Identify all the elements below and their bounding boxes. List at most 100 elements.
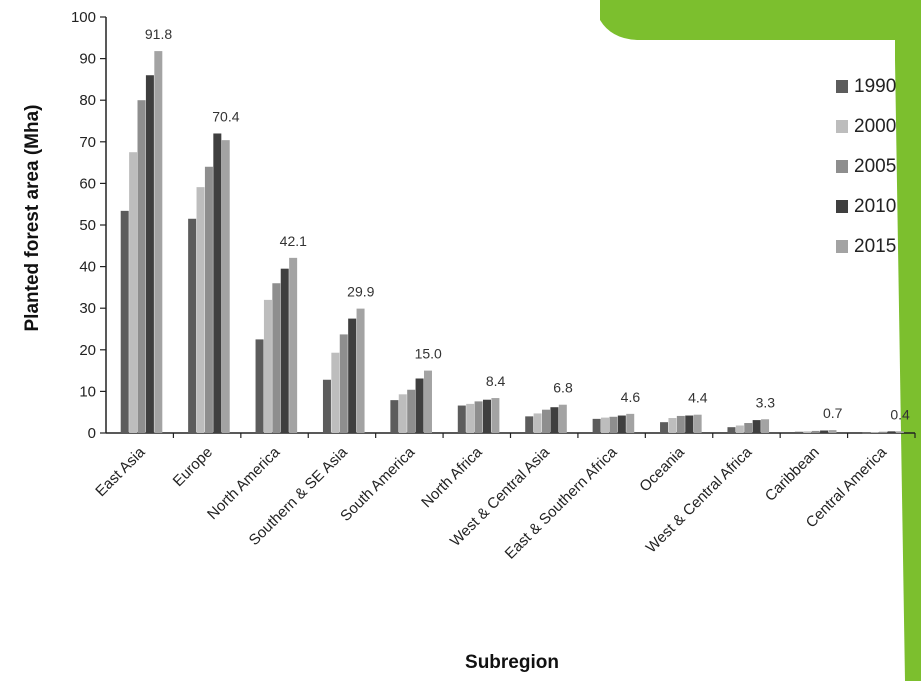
bar xyxy=(752,420,761,433)
bar xyxy=(870,432,879,433)
y-tick-label: 40 xyxy=(79,259,96,276)
bar xyxy=(188,218,197,433)
bar xyxy=(348,318,357,433)
y-tick-label: 70 xyxy=(79,134,96,151)
category-label: Caribbean xyxy=(762,444,823,505)
bar xyxy=(685,415,694,433)
corner-decor-right xyxy=(895,0,921,681)
bar xyxy=(129,152,138,433)
bar xyxy=(862,432,871,434)
data-label: 91.8 xyxy=(145,26,172,42)
category-label: Europe xyxy=(170,444,216,490)
bar xyxy=(617,415,626,433)
bar xyxy=(803,431,812,433)
x-axis xyxy=(106,432,916,438)
bar xyxy=(811,430,820,433)
legend-swatch xyxy=(836,160,848,173)
bar xyxy=(407,389,416,433)
data-label: 6.8 xyxy=(553,380,573,396)
category-label: East & Southern Africa xyxy=(502,443,621,562)
y-tick-label: 50 xyxy=(79,217,96,234)
legend-label: 2000 xyxy=(854,116,896,137)
category-label: Oceania xyxy=(636,443,688,495)
bar xyxy=(761,419,770,433)
data-label: 29.9 xyxy=(347,284,374,300)
y-axis-title: Planted forest area (Mha) xyxy=(22,105,43,332)
bar xyxy=(154,51,163,434)
legend: 1990 2000 2005 2010 2015 xyxy=(836,76,896,257)
x-axis-title: Subregion xyxy=(465,652,559,673)
bar xyxy=(356,308,365,433)
bar xyxy=(390,400,399,433)
bar xyxy=(491,398,500,433)
category-label: North Africa xyxy=(418,443,486,511)
bar xyxy=(280,268,289,433)
bar xyxy=(735,425,744,433)
bar xyxy=(474,401,483,433)
bars-layer xyxy=(120,51,904,434)
bar xyxy=(137,100,146,433)
bar xyxy=(660,422,669,433)
bar xyxy=(339,334,348,433)
data-label: 15.0 xyxy=(415,346,442,362)
bar xyxy=(609,416,618,433)
data-label: 42.1 xyxy=(280,233,307,249)
data-label: 4.4 xyxy=(688,390,708,406)
data-label: 8.4 xyxy=(486,373,506,389)
corner-decor-top xyxy=(600,0,921,40)
bar xyxy=(204,166,213,433)
legend-swatch xyxy=(836,240,848,253)
bar xyxy=(828,430,837,433)
bar xyxy=(693,414,702,433)
decor-layer xyxy=(600,0,921,681)
legend-label: 2010 xyxy=(854,196,896,217)
bar xyxy=(820,430,829,433)
bar xyxy=(255,339,264,433)
bar xyxy=(423,370,432,433)
bar xyxy=(592,418,601,433)
bar xyxy=(558,404,567,433)
data-label: 0.4 xyxy=(890,406,910,422)
bar xyxy=(794,431,803,433)
bar xyxy=(533,413,542,433)
bar xyxy=(145,75,154,434)
legend-swatch xyxy=(836,120,848,133)
bar xyxy=(744,423,753,433)
bar xyxy=(221,140,230,433)
bar xyxy=(120,210,129,433)
bar xyxy=(331,352,340,433)
legend-label: 1990 xyxy=(854,76,896,97)
bar xyxy=(289,257,298,433)
bar xyxy=(887,431,896,433)
bar xyxy=(676,415,685,433)
bar xyxy=(272,283,281,433)
y-tick-label: 100 xyxy=(71,9,96,26)
y-tick-label: 90 xyxy=(79,51,96,68)
bar xyxy=(895,431,904,433)
bar xyxy=(727,427,736,433)
y-tick-label: 10 xyxy=(79,383,96,400)
y-tick-label: 20 xyxy=(79,342,96,359)
bar xyxy=(398,394,407,433)
bar xyxy=(626,413,635,433)
legend-label: 2005 xyxy=(854,156,896,177)
bar xyxy=(466,403,475,433)
bar xyxy=(263,299,272,433)
data-label: 4.6 xyxy=(621,389,641,405)
legend-label: 2015 xyxy=(854,236,896,257)
data-label: 3.3 xyxy=(756,394,776,410)
bar xyxy=(879,431,888,433)
y-tick-label: 0 xyxy=(88,425,96,442)
bar xyxy=(482,399,491,433)
bar xyxy=(668,418,677,433)
y-tick-label: 30 xyxy=(79,300,96,317)
y-tick-label: 80 xyxy=(79,92,96,109)
bar xyxy=(525,416,534,433)
bar xyxy=(550,407,559,433)
bar xyxy=(415,378,424,433)
bar xyxy=(322,379,331,433)
data-label: 0.7 xyxy=(823,405,843,421)
data-label: 70.4 xyxy=(212,109,239,125)
bar xyxy=(196,187,205,433)
